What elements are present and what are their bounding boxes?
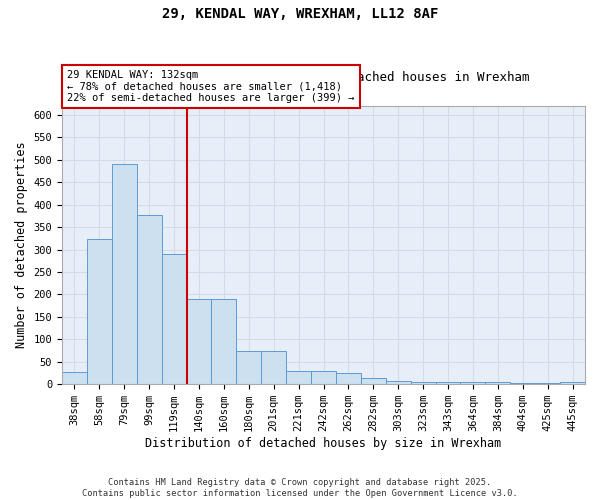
Title: Size of property relative to detached houses in Wrexham: Size of property relative to detached ho… (117, 71, 530, 84)
X-axis label: Distribution of detached houses by size in Wrexham: Distribution of detached houses by size … (145, 437, 502, 450)
Bar (361, 378, 386, 384)
Bar (311, 371, 336, 384)
Bar (137, 214, 161, 384)
Bar (112, 164, 137, 384)
Bar (560, 382, 585, 384)
Bar (161, 254, 187, 384)
Bar (386, 381, 410, 384)
Bar (485, 382, 510, 384)
Text: 29, KENDAL WAY, WREXHAM, LL12 8AF: 29, KENDAL WAY, WREXHAM, LL12 8AF (162, 8, 438, 22)
Bar (62, 372, 87, 384)
Bar (87, 240, 112, 384)
Bar (460, 382, 485, 384)
Bar (211, 299, 236, 384)
Bar (261, 350, 286, 384)
Bar (336, 373, 361, 384)
Bar (410, 382, 436, 384)
Bar (187, 299, 211, 384)
Bar (286, 371, 311, 384)
Bar (510, 383, 535, 384)
Bar (236, 350, 261, 384)
Y-axis label: Number of detached properties: Number of detached properties (15, 142, 28, 348)
Text: 29 KENDAL WAY: 132sqm
← 78% of detached houses are smaller (1,418)
22% of semi-d: 29 KENDAL WAY: 132sqm ← 78% of detached … (67, 70, 355, 103)
Text: Contains HM Land Registry data © Crown copyright and database right 2025.
Contai: Contains HM Land Registry data © Crown c… (82, 478, 518, 498)
Bar (436, 382, 460, 384)
